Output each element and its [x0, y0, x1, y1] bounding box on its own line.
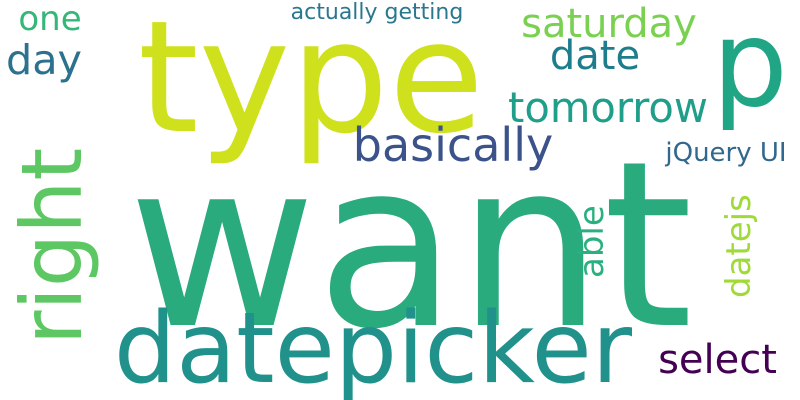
word-datejs: datejs [719, 194, 759, 298]
word-right: right [3, 147, 101, 345]
word-want: want [128, 112, 693, 380]
word-actually-getting: actually getting [290, 0, 464, 25]
word-able: able [572, 205, 612, 279]
word-jquery-ui: jQuery UI [665, 138, 787, 168]
word-datepicker: datepicker [113, 292, 633, 400]
word-select: select [658, 337, 777, 383]
word-tomorrow: tomorrow [508, 83, 708, 133]
word-date: date [549, 33, 641, 79]
word-one: one [18, 0, 82, 39]
word-p: p [712, 0, 788, 135]
word-type: type [137, 0, 485, 168]
word-day: day [6, 36, 82, 85]
word-saturday: saturday [521, 1, 697, 47]
word-basically: basically [352, 118, 554, 172]
